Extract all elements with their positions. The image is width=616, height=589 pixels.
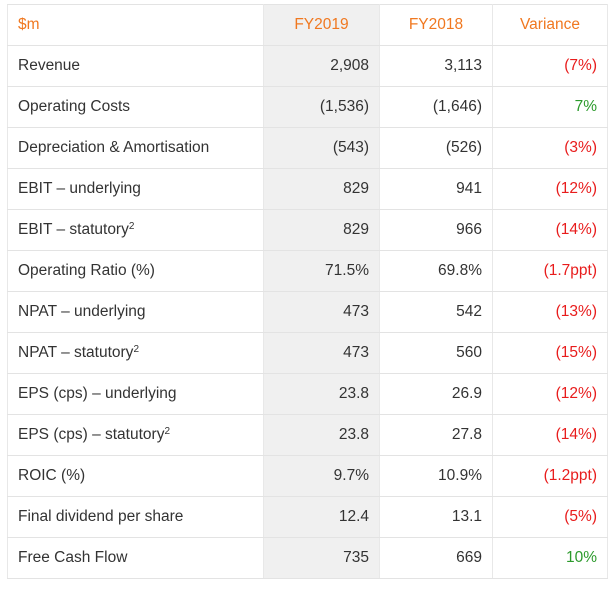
table-row: EBIT – statutory2 829 966 (14%) (7, 209, 608, 251)
row-label: NPAT – statutory (18, 344, 134, 361)
table-row: Final dividend per share 12.4 13.1 (5%) (7, 496, 608, 538)
fy2019-value: 71.5% (263, 250, 380, 292)
fy2019-value: (1,536) (263, 86, 380, 128)
variance-value: (12%) (492, 168, 608, 210)
table-row: EPS (cps) – statutory2 23.8 27.8 (14%) (7, 414, 608, 456)
table-row: NPAT – underlying 473 542 (13%) (7, 291, 608, 333)
fy2018-value: 669 (379, 537, 493, 579)
fy2019-value: 9.7% (263, 455, 380, 497)
row-label-cell: NPAT – statutory2 (7, 332, 264, 374)
fy2018-value: 542 (379, 291, 493, 333)
fy2018-value: (526) (379, 127, 493, 169)
table-row: Free Cash Flow 735 669 10% (7, 537, 608, 579)
header-fy2018: FY2018 (379, 4, 493, 46)
table-row: EBIT – underlying 829 941 (12%) (7, 168, 608, 210)
fy2019-value: 735 (263, 537, 380, 579)
fy2018-value: 27.8 (379, 414, 493, 456)
variance-value: (14%) (492, 414, 608, 456)
variance-value: (12%) (492, 373, 608, 415)
footnote-marker: 2 (128, 221, 135, 232)
variance-value: (1.7ppt) (492, 250, 608, 292)
row-label-cell: Free Cash Flow (7, 537, 264, 579)
variance-value: 7% (492, 86, 608, 128)
row-label-cell: EPS (cps) – statutory2 (7, 414, 264, 456)
table-row: Revenue 2,908 3,113 (7%) (7, 45, 608, 87)
row-label: NPAT – underlying (18, 303, 146, 320)
row-label: EBIT – underlying (18, 180, 141, 197)
row-label: Operating Costs (18, 98, 130, 115)
row-label: Depreciation & Amortisation (18, 139, 210, 156)
row-label: Operating Ratio (%) (18, 262, 155, 279)
fy2018-value: 13.1 (379, 496, 493, 538)
fy2019-value: (543) (263, 127, 380, 169)
header-row: $m FY2019 FY2018 Variance (7, 4, 608, 46)
row-label: Free Cash Flow (18, 549, 128, 566)
variance-value: (5%) (492, 496, 608, 538)
variance-value: (3%) (492, 127, 608, 169)
row-label-cell: Final dividend per share (7, 496, 264, 538)
header-fy2019: FY2019 (263, 4, 380, 46)
footnote-marker: 2 (133, 344, 139, 355)
variance-value: (1.2ppt) (492, 455, 608, 497)
table-row: Depreciation & Amortisation (543) (526) (3%… (7, 127, 608, 169)
row-label-cell: EBIT – underlying (7, 168, 264, 210)
financial-summary-table: $m FY2019 FY2018 Variance Revenue 2,908 3,… (7, 4, 608, 579)
fy2018-value: 10.9% (379, 455, 493, 497)
variance-value: (15%) (492, 332, 608, 374)
fy2019-value: 23.8 (263, 373, 380, 415)
fy2018-value: 69.8% (379, 250, 493, 292)
row-label: EPS (cps) – underlying (18, 385, 177, 402)
fy2019-value: 2,908 (263, 45, 380, 87)
table-row: ROIC (%) 9.7% 10.9% (1.2ppt) (7, 455, 608, 497)
fy2018-value: 3,113 (379, 45, 493, 87)
fy2018-value: 966 (379, 209, 493, 251)
row-label: Revenue (18, 57, 81, 74)
table-row: Operating Ratio (%) 71.5% 69.8% (1.7ppt) (7, 250, 608, 292)
fy2019-value: 12.4 (263, 496, 380, 538)
fy2019-value: 829 (263, 168, 380, 210)
variance-value: 10% (492, 537, 608, 579)
header-units: $m (7, 4, 264, 46)
fy2019-value: 23.8 (263, 414, 380, 456)
table-body: Revenue 2,908 3,113 (7%) Operating Costs (1,5… (7, 45, 608, 579)
footnote-marker: 2 (164, 426, 171, 437)
variance-value: (13%) (492, 291, 608, 333)
row-label-cell: EBIT – statutory2 (7, 209, 264, 251)
fy2018-value: 560 (379, 332, 493, 374)
fy2018-value: 26.9 (379, 373, 493, 415)
fy2018-value: (1,646) (379, 86, 493, 128)
row-label-cell: Operating Costs (7, 86, 264, 128)
table-row: NPAT – statutory2 473 560 (15%) (7, 332, 608, 374)
row-label: EBIT – statutory (18, 221, 129, 238)
variance-value: (7%) (492, 45, 608, 87)
variance-value: (14%) (492, 209, 608, 251)
row-label-cell: Depreciation & Amortisation (7, 127, 264, 169)
row-label-cell: NPAT – underlying (7, 291, 264, 333)
row-label-cell: EPS (cps) – underlying (7, 373, 264, 415)
header-variance: Variance (492, 4, 608, 46)
fy2019-value: 473 (263, 332, 380, 374)
row-label-cell: ROIC (%) (7, 455, 264, 497)
fy2018-value: 941 (379, 168, 493, 210)
table-row: Operating Costs (1,536) (1,646) 7% (7, 86, 608, 128)
row-label-cell: Revenue (7, 45, 264, 87)
row-label-cell: Operating Ratio (%) (7, 250, 264, 292)
table-row: EPS (cps) – underlying 23.8 26.9 (12%) (7, 373, 608, 415)
table-header: $m FY2019 FY2018 Variance (7, 4, 608, 46)
row-label: ROIC (%) (18, 467, 86, 484)
fy2019-value: 829 (263, 209, 380, 251)
financial-summary-container: $m FY2019 FY2018 Variance Revenue 2,908 3,… (7, 4, 608, 579)
row-label: Final dividend per share (18, 508, 184, 525)
fy2019-value: 473 (263, 291, 380, 333)
row-label: EPS (cps) – statutory (18, 426, 165, 443)
